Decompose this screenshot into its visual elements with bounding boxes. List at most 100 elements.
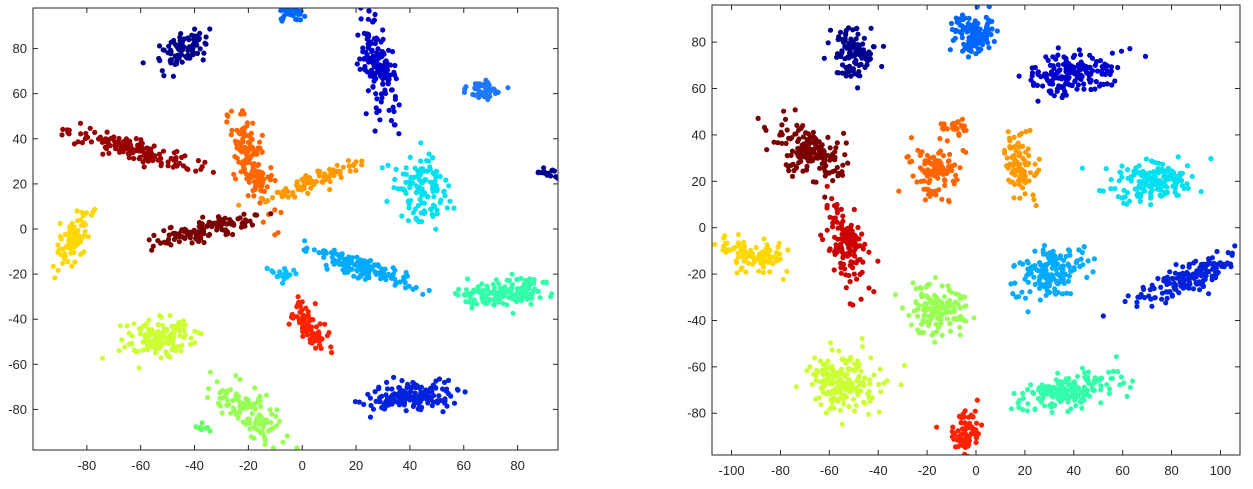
scatter-point [860, 246, 866, 252]
x-tick-label: 20 [349, 458, 363, 473]
scatter-plot-left: -80 -60 -40 -20 0 20 40 60 80 -80 -60 -40 -20 0 20 40 60… [8, 7, 559, 473]
scatter-point [392, 122, 398, 128]
scatter-point [312, 301, 318, 307]
scatter-point [270, 445, 276, 450]
scatter-point [850, 367, 857, 373]
scatter-point [985, 20, 991, 26]
scatter-point [1053, 377, 1059, 383]
scatter-point [351, 162, 357, 168]
scatter-point [187, 229, 193, 235]
scatter-point [878, 389, 884, 395]
scatter-point [851, 206, 857, 213]
scatter-point [56, 246, 62, 252]
scatter-point [177, 333, 183, 339]
scatter-point [316, 250, 322, 256]
scatter-point [69, 263, 75, 269]
scatter-point [156, 43, 163, 49]
scatter-point [418, 407, 424, 413]
scatter-point [175, 55, 181, 61]
scatter-point [1087, 79, 1093, 85]
scatter-point [783, 140, 789, 146]
scatter-point [1023, 129, 1029, 135]
scatter-point [817, 165, 823, 171]
scatter-point [1032, 281, 1038, 287]
scatter-point [963, 318, 969, 324]
scatter-point [850, 27, 856, 33]
scatter-point [352, 262, 358, 268]
scatter-point [917, 284, 924, 291]
scatter-point [156, 336, 162, 342]
scatter-point [1085, 258, 1091, 264]
scatter-point [1056, 84, 1062, 91]
scatter-point [161, 73, 167, 79]
scatter-point [202, 159, 208, 165]
scatter-point [57, 220, 63, 227]
scatter-point [463, 287, 470, 293]
scatter-point [1108, 64, 1114, 70]
scatter-point [122, 141, 128, 147]
scatter-point [177, 34, 183, 41]
scatter-point [60, 246, 66, 252]
scatter-point [775, 140, 781, 146]
scatter-point [429, 403, 435, 409]
scatter-point [832, 251, 838, 257]
scatter-point [1092, 379, 1098, 385]
scatter-point [1011, 144, 1017, 150]
scatter-point [935, 309, 941, 315]
scatter-point [1189, 173, 1195, 179]
scatter-point [403, 269, 409, 276]
scatter-point [1005, 129, 1011, 135]
scatter-point [253, 168, 259, 174]
scatter-point [1090, 269, 1096, 275]
scatter-point [1002, 150, 1008, 156]
scatter-point [257, 413, 264, 419]
scatter-point [906, 312, 912, 318]
scatter-point [855, 72, 861, 78]
scatter-point [205, 425, 211, 431]
scatter-point [126, 155, 132, 161]
scatter-point [1246, 252, 1251, 257]
scatter-point [84, 210, 90, 216]
scatter-point [447, 198, 453, 204]
scatter-point [302, 13, 308, 19]
scatter-point [386, 107, 392, 113]
scatter-point [1118, 48, 1125, 54]
scatter-point [1224, 260, 1230, 266]
scatter-point [1059, 291, 1066, 297]
scatter-point [412, 206, 418, 212]
scatter-point [1013, 294, 1019, 300]
scatter-point [1065, 261, 1071, 267]
scatter-point [490, 86, 497, 92]
scatter-point [353, 167, 359, 174]
scatter-point [847, 46, 853, 52]
scatter-point [823, 366, 829, 372]
scatter-point [816, 369, 822, 375]
scatter-point [831, 395, 837, 401]
scatter-point [1104, 68, 1110, 74]
scatter-point [389, 386, 395, 392]
scatter-point [1139, 181, 1145, 187]
scatter-point [1084, 70, 1090, 76]
scatter-point [813, 179, 819, 185]
scatter-point [1137, 198, 1143, 204]
scatter-point [146, 327, 152, 333]
scatter-point [855, 376, 861, 382]
scatter-point [822, 382, 828, 389]
scatter-point [944, 138, 950, 144]
scatter-point [794, 150, 800, 156]
scatter-point [1102, 61, 1108, 67]
scatter-point [250, 120, 256, 126]
scatter-point [199, 221, 205, 227]
scatter-point [784, 127, 790, 133]
scatter-point [455, 387, 461, 393]
scatter-point [1087, 52, 1093, 58]
scatter-point [444, 403, 450, 409]
scatter-point [219, 410, 225, 416]
scatter-point [1025, 401, 1031, 407]
scatter-point [81, 220, 87, 226]
scatter-point [1129, 378, 1136, 384]
scatter-point [1009, 170, 1015, 176]
scatter-point [1169, 174, 1175, 181]
scatter-point [90, 209, 96, 215]
scatter-point [947, 321, 953, 327]
